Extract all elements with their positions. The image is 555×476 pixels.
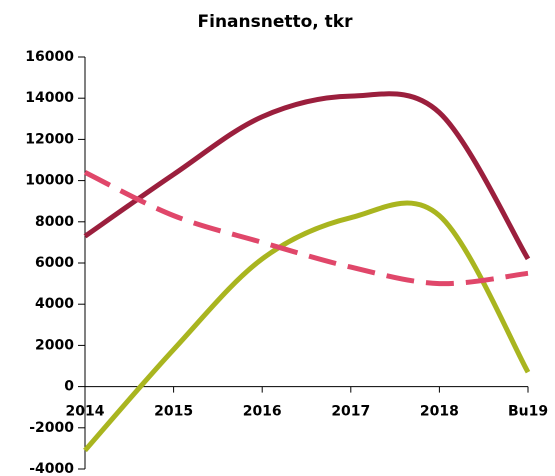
y-tick-label: 16000 <box>25 49 74 65</box>
line-series <box>83 91 531 261</box>
y-tick-label: 2000 <box>35 337 74 353</box>
y-tick-label: 0 <box>64 379 74 395</box>
x-tick-label: 2018 <box>420 404 459 420</box>
y-tick-label: 4000 <box>35 296 74 312</box>
y-tick-label: 8000 <box>35 214 74 230</box>
y-tick-label: 14000 <box>25 90 74 106</box>
y-tick-label: -2000 <box>29 420 74 436</box>
chart-title: Finansnetto, tkr <box>198 12 354 32</box>
line-series <box>83 200 531 453</box>
y-tick-label: 6000 <box>35 255 74 271</box>
x-tick-label: Bu19 <box>508 404 548 420</box>
line-series <box>83 170 529 287</box>
y-tick-label: -4000 <box>29 461 74 476</box>
x-tick-label: 2017 <box>331 404 370 420</box>
y-tick-label: 10000 <box>25 173 74 189</box>
x-tick-label: 2016 <box>243 404 282 420</box>
x-tick-label: 2015 <box>154 404 193 420</box>
y-tick-label: 12000 <box>25 131 74 147</box>
x-tick-label: 2014 <box>66 404 105 420</box>
